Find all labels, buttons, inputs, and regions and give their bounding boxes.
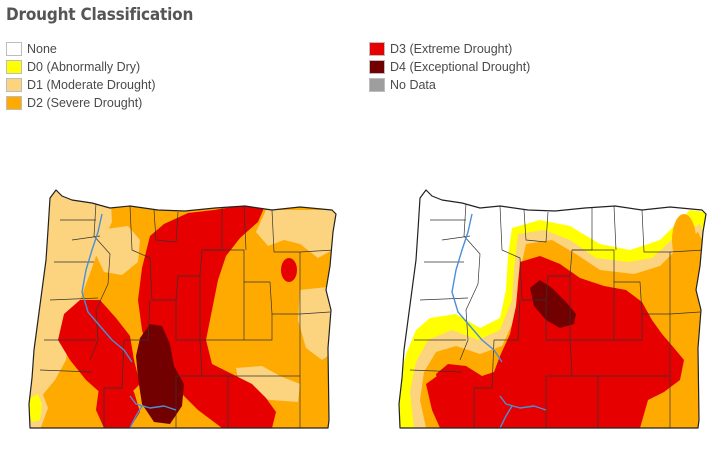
legend-label: D2 (Severe Drought) (27, 96, 143, 110)
legend-swatch-d3 (369, 42, 385, 56)
legend-swatch-no-data (369, 78, 385, 92)
legend-item-d3: D3 (Extreme Drought) (369, 41, 512, 57)
legend-title: Drought Classification (6, 5, 194, 25)
legend-swatch-d2 (6, 96, 22, 110)
legend-item-d2: D2 (Severe Drought) (6, 95, 142, 111)
legend-swatch-d1 (6, 78, 22, 92)
legend-swatch-none (6, 42, 22, 56)
legend-item-d1: D1 (Moderate Drought) (6, 77, 156, 93)
legend-item-d0: D0 (Abnormally Dry) (6, 59, 140, 75)
legend-label: D3 (Extreme Drought) (390, 42, 513, 56)
legend-label: D1 (Moderate Drought) (27, 78, 156, 92)
legend-label: D0 (Abnormally Dry) (27, 60, 141, 74)
legend-item-none: None (6, 41, 57, 57)
oregon-drought-map-right (398, 189, 707, 429)
legend-swatch-d4 (369, 60, 385, 74)
legend-label: None (27, 42, 57, 56)
legend-swatch-d0 (6, 60, 22, 74)
legend-item-d4: D4 (Exceptional Drought) (369, 59, 530, 75)
oregon-drought-map-left (28, 189, 337, 429)
legend-label: No Data (390, 78, 436, 92)
legend-label: D4 (Exceptional Drought) (390, 60, 531, 74)
legend-item-no-data: No Data (369, 77, 436, 93)
